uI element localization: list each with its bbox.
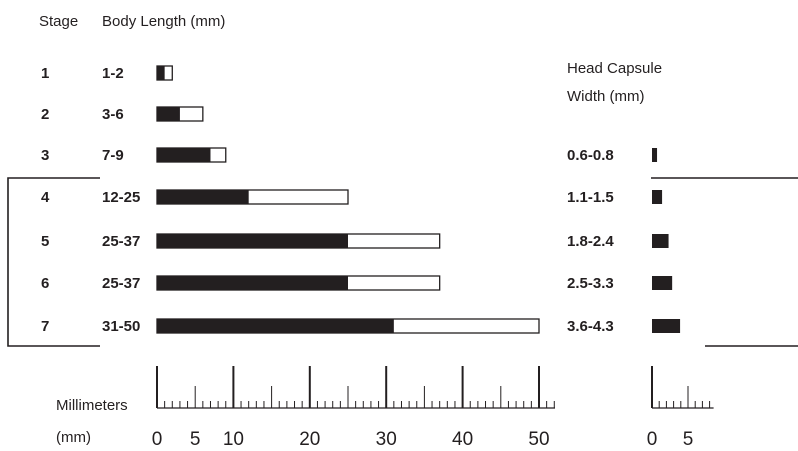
stage-number: 7	[41, 318, 49, 335]
head-width-bar	[652, 234, 669, 248]
stage-header: Stage	[39, 13, 78, 30]
length-axis-label-line1: Millimeters	[56, 397, 128, 414]
head-tick-label: 0	[647, 429, 658, 450]
stage-number: 1	[41, 65, 49, 82]
length-tick-label: 50	[528, 429, 549, 450]
stage-bracket	[7, 177, 798, 347]
head-width-bar	[652, 276, 673, 290]
body-length-min-bar	[157, 319, 394, 333]
body-length-min-bar	[157, 276, 348, 290]
head-width-bar	[652, 190, 663, 204]
length-axis: 0 5 10 20 30 40 50	[152, 366, 555, 450]
body-length-label: 25-37	[102, 233, 140, 250]
body-length-label: 25-37	[102, 275, 140, 292]
length-axis-label-line2: (mm)	[56, 429, 91, 446]
body-length-label: 12-25	[102, 189, 140, 206]
length-tick-label: 5	[190, 429, 201, 450]
head-tick-label: 5	[683, 429, 694, 450]
body-length-min-bar	[157, 66, 165, 80]
body-length-label: 1-2	[102, 65, 124, 82]
length-tick-label: 30	[376, 429, 397, 450]
head-capsule-header-line1: Head Capsule	[567, 60, 662, 77]
length-tick-label: 20	[299, 429, 320, 450]
head-capsule-header-line2: Width (mm)	[567, 88, 645, 105]
length-tick-label: 0	[152, 429, 163, 450]
head-width-label: 1.8-2.4	[567, 233, 614, 250]
body-length-label: 7-9	[102, 147, 124, 164]
head-width-label: 0.6-0.8	[567, 147, 614, 164]
stage-number: 5	[41, 233, 49, 250]
stage-number: 2	[41, 106, 49, 123]
head-width-label: 3.6-4.3	[567, 318, 614, 335]
body-length-min-bar	[157, 234, 348, 248]
body-length-min-bar	[157, 107, 180, 121]
head-width-bar	[652, 148, 658, 162]
stage-number: 4	[41, 189, 50, 206]
stage-number: 6	[41, 275, 49, 292]
body-length-label: 31-50	[102, 318, 140, 335]
body-length-min-bar	[157, 148, 211, 162]
stage-rows: 1 1-2 2 3-6 3 7-9 0.6-0.8 4 12-25 1.1-1.5 5 25-37 1.…	[41, 65, 681, 335]
head-width-bar	[652, 319, 681, 333]
body-length-header: Body Length (mm)	[102, 13, 225, 30]
body-length-label: 3-6	[102, 106, 124, 123]
left-bracket	[7, 177, 100, 347]
length-tick-label: 10	[223, 429, 244, 450]
body-length-min-bar	[157, 190, 249, 204]
head-width-label: 1.1-1.5	[567, 189, 614, 206]
length-tick-label: 40	[452, 429, 473, 450]
stage-number: 3	[41, 147, 49, 164]
head-width-label: 2.5-3.3	[567, 275, 614, 292]
